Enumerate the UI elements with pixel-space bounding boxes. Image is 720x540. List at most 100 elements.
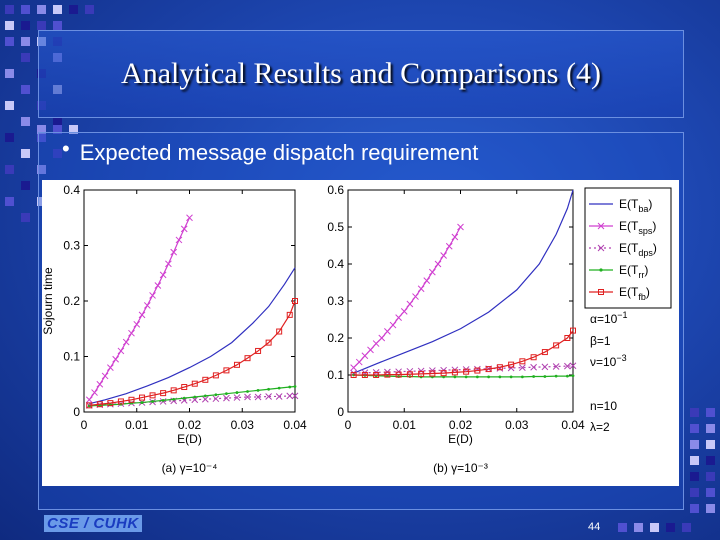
decorative-square: [69, 5, 78, 14]
x-marker: [389, 321, 397, 329]
dot-marker: [140, 401, 144, 404]
page-number: 44: [588, 521, 601, 533]
decorative-square: [634, 523, 643, 532]
x-axis-label: E(D): [448, 432, 473, 446]
dot-marker: [182, 396, 186, 400]
decorative-square: [690, 472, 699, 481]
decorative-square: [21, 5, 30, 14]
series-line: [353, 330, 574, 376]
decorative-square: [21, 85, 30, 94]
plot-frame: [347, 189, 574, 413]
square-marker: [508, 361, 515, 368]
square-marker: [418, 370, 425, 377]
decorative-square: [5, 165, 14, 174]
x-marker: [122, 338, 130, 346]
x-marker: [170, 248, 178, 256]
x-marker: [384, 327, 391, 335]
decorative-square: [53, 149, 62, 158]
x-marker: [361, 352, 369, 360]
square-marker: [233, 361, 240, 368]
x-marker: [101, 372, 109, 380]
x-marker: [451, 233, 459, 241]
x-marker: [552, 363, 560, 370]
x-tick-label: 0.03: [231, 418, 255, 432]
decorative-square: [53, 117, 62, 126]
dot-marker: [565, 374, 569, 378]
x-marker: [112, 355, 120, 363]
decorative-square: [5, 5, 14, 14]
legend-label: E(Tfb): [619, 285, 650, 302]
series-line: [89, 267, 296, 405]
square-marker: [212, 372, 219, 379]
square-marker: [96, 401, 103, 408]
x-marker: [117, 347, 125, 355]
chart-area: 0 0.01 0.02 0.03 0.04 0 0.1 0.2 0.3 0.4 E(D) Sojour…: [41, 180, 679, 486]
decorative-square: [21, 53, 30, 62]
decorative-square: [690, 456, 699, 465]
square-marker: [373, 372, 380, 378]
x-marker: [423, 277, 431, 285]
series-line: [353, 189, 574, 374]
square-marker: [107, 400, 114, 407]
param-n: n=10: [590, 399, 617, 413]
decorative-square: [690, 424, 699, 433]
legend-label: E(Trr): [619, 263, 648, 280]
decorative-square: [706, 504, 715, 513]
decorative-square: [690, 408, 699, 417]
decorative-square: [37, 21, 46, 30]
square-marker: [202, 376, 209, 383]
dot-marker: [161, 398, 165, 402]
plot-frame: [83, 189, 296, 413]
square-marker: [86, 402, 93, 409]
square-marker: [541, 349, 548, 356]
square-marker: [451, 369, 458, 376]
decorative-square: [706, 424, 715, 433]
square-marker: [149, 392, 156, 399]
decorative-square: [21, 149, 30, 158]
x-marker: [395, 314, 402, 322]
dot-marker: [214, 393, 218, 397]
x-marker: [133, 320, 141, 328]
decorative-square: [5, 133, 14, 142]
footer-logo: CSE / CUHK: [44, 515, 142, 532]
x-tick-label: 0.02: [178, 418, 202, 432]
x-marker: [429, 268, 436, 276]
x-marker: [175, 236, 183, 244]
legend-marker: [598, 289, 604, 295]
title-panel: Analytical Results and Comparisons (4): [38, 30, 684, 118]
square-marker: [474, 367, 481, 374]
decorative-square: [37, 133, 46, 142]
x-marker: [367, 346, 374, 354]
y-tick-label: 0.3: [327, 294, 344, 308]
legend-label: E(Tba): [619, 197, 652, 214]
decorative-square: [37, 5, 46, 14]
dot-marker: [464, 375, 468, 379]
charts-svg: 0 0.01 0.02 0.03 0.04 0 0.1 0.2 0.3 0.4 E(D) Sojour…: [41, 183, 672, 475]
decorative-square: [706, 440, 715, 449]
square-marker: [139, 394, 146, 401]
decorative-square: [21, 213, 30, 222]
square-marker: [170, 387, 177, 394]
x-tick-label: 0.01: [125, 418, 149, 432]
x-marker: [201, 395, 209, 403]
decorative-square: [690, 488, 699, 497]
decorative-square: [37, 165, 46, 174]
y-tick-label: 0.1: [63, 350, 80, 364]
square-marker: [485, 366, 492, 373]
square-marker: [429, 370, 436, 377]
x-tick-label: 0.04: [283, 418, 307, 432]
x-marker: [541, 363, 549, 371]
x-marker: [154, 282, 162, 289]
x-marker: [96, 380, 104, 388]
dot-marker: [475, 375, 479, 379]
square-marker: [128, 396, 135, 403]
decorative-square: [21, 181, 30, 190]
square-marker: [292, 298, 298, 304]
dot-marker: [453, 375, 457, 379]
decorative-square: [706, 456, 715, 465]
x-marker: [180, 225, 188, 233]
x-tick-label: 0: [345, 418, 352, 432]
x-marker: [186, 214, 193, 222]
x-axis-label: E(D): [177, 432, 202, 446]
square-marker: [553, 342, 560, 349]
